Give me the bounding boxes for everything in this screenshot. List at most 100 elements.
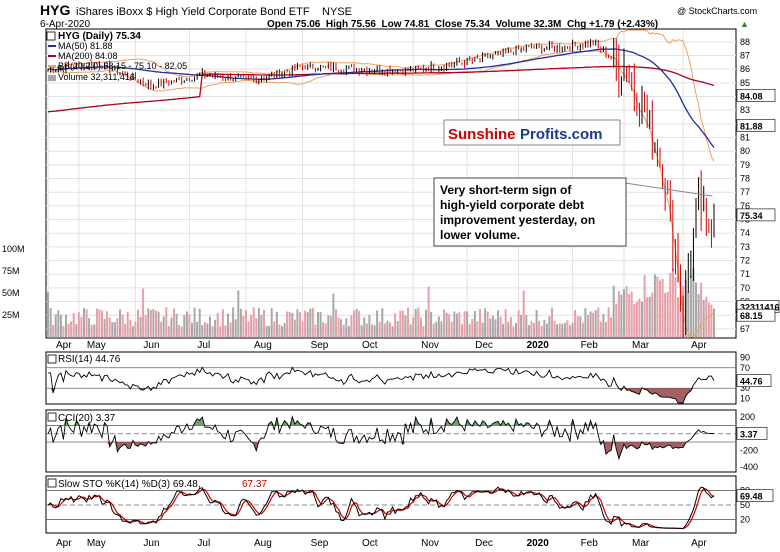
- volume-bar: [427, 286, 430, 337]
- rsi-label: RSI(14) 44.76: [58, 354, 121, 365]
- volume-bar: [121, 314, 124, 337]
- volume-bar: [206, 323, 209, 337]
- volume-bar: [219, 326, 222, 337]
- volume-bar: [170, 317, 173, 337]
- volume-bar: [533, 322, 535, 337]
- bb-upper-line: [47, 29, 715, 162]
- volume-bar: [65, 314, 67, 337]
- x-axis-label: Oct: [362, 340, 378, 351]
- volume-bar: [507, 321, 510, 337]
- volume-bar: [381, 308, 384, 337]
- volume-bar: [494, 319, 497, 337]
- volume-bar: [425, 309, 427, 337]
- bb-lower-tag-text: 68.15: [740, 311, 763, 321]
- x-axis-label: Feb: [581, 340, 599, 351]
- volume-bar: [131, 326, 134, 337]
- volume-bar: [335, 309, 337, 337]
- volume-bar: [653, 274, 656, 337]
- volume-bar: [553, 320, 556, 337]
- x-axis-label: Jul: [197, 340, 210, 351]
- exchange: NYSE: [322, 6, 352, 18]
- legend-price: HYG (Daily) 75.34: [58, 31, 141, 42]
- volume-bar: [391, 326, 394, 337]
- volume-bar: [561, 324, 564, 337]
- osc-tick-label: 10: [740, 393, 750, 403]
- bb-lower-tag-box: [736, 308, 776, 322]
- price-tick-label: 76: [740, 201, 750, 211]
- volume-bar: [401, 310, 404, 337]
- x-axis-label: Sep: [311, 340, 329, 351]
- volume-bar: [409, 324, 412, 337]
- volume-bar: [520, 314, 523, 337]
- symbol: HYG: [40, 2, 70, 18]
- volume-bar: [700, 282, 703, 337]
- volume-bar: [468, 323, 471, 337]
- volume-bar: [558, 323, 561, 337]
- volume-bar: [147, 308, 150, 337]
- volume-bar: [602, 313, 605, 337]
- volume-bar: [216, 312, 219, 337]
- volume-bar: [322, 322, 325, 337]
- x-axis-label-bottom: Jul: [197, 538, 210, 549]
- volume-bar: [635, 302, 638, 337]
- ma50-tag-box: [736, 119, 776, 132]
- volume-bar: [545, 323, 548, 337]
- volume-bar: [93, 324, 96, 337]
- volume-bar: [695, 282, 697, 337]
- volume-bar: [119, 309, 121, 337]
- volume-bar: [386, 320, 389, 337]
- rsi-panel: [45, 351, 737, 405]
- volume-bar: [72, 313, 75, 337]
- volume-bar: [203, 322, 206, 337]
- volume-bar: [355, 308, 358, 337]
- volume-bar: [641, 301, 643, 337]
- x-axis-label-bottom: Sep: [311, 538, 329, 549]
- volume-bar: [103, 319, 106, 337]
- rsi-tag: 44.76: [740, 377, 763, 387]
- price-tick-label: 74: [740, 228, 750, 238]
- volume-bar: [149, 309, 152, 337]
- volume-bar: [571, 322, 574, 337]
- volume-bar: [376, 310, 379, 337]
- close-tag-text: 75.34: [740, 211, 763, 221]
- volume-bar: [106, 311, 109, 337]
- volume-bar: [669, 273, 672, 337]
- legend-bb: BB(20,2.0) 68.15 - 75.10 - 82.05: [58, 61, 187, 71]
- price-tick-label: 80: [740, 146, 750, 156]
- cci-tag: 3.37: [740, 429, 758, 439]
- volume-bar: [281, 326, 283, 337]
- price-tick-label: 87: [740, 51, 750, 61]
- chart-date: 6-Apr-2020: [40, 19, 90, 30]
- volume-bar: [270, 308, 273, 337]
- volume-bar: [599, 321, 602, 337]
- volume-tick-label: 50M: [2, 288, 20, 298]
- volume-bar: [373, 325, 376, 337]
- volume-bar: [638, 298, 641, 337]
- volume-bar: [286, 311, 289, 337]
- volume-bar: [407, 307, 409, 337]
- volume-bar: [412, 317, 415, 337]
- volume-bar: [263, 309, 265, 337]
- volume-bar: [288, 311, 291, 337]
- volume-bar: [630, 291, 633, 337]
- price-tick-label: 73: [740, 242, 750, 252]
- volume-bar: [252, 307, 255, 337]
- volume-bar: [569, 325, 571, 337]
- volume-bar: [389, 322, 391, 337]
- volume-bar: [311, 307, 314, 337]
- price-tick-label: 81: [740, 133, 750, 143]
- volume-bar: [371, 324, 373, 337]
- volume-bar: [291, 312, 294, 337]
- volume-bar: [692, 268, 695, 337]
- osc-tick-label: 90: [740, 353, 750, 363]
- volume-bar: [594, 310, 597, 337]
- volume-bar: [255, 318, 258, 337]
- volume-bar: [90, 325, 93, 337]
- x-axis-label-bottom: Oct: [362, 538, 378, 549]
- volume-bar: [139, 317, 142, 337]
- cci-line: [47, 415, 714, 461]
- volume-bar: [620, 294, 623, 337]
- price-tick-label: 83: [740, 105, 750, 115]
- annotation-callout: Very short-term sign of high-yield corpo…: [433, 177, 713, 247]
- volume-bar: [674, 276, 677, 337]
